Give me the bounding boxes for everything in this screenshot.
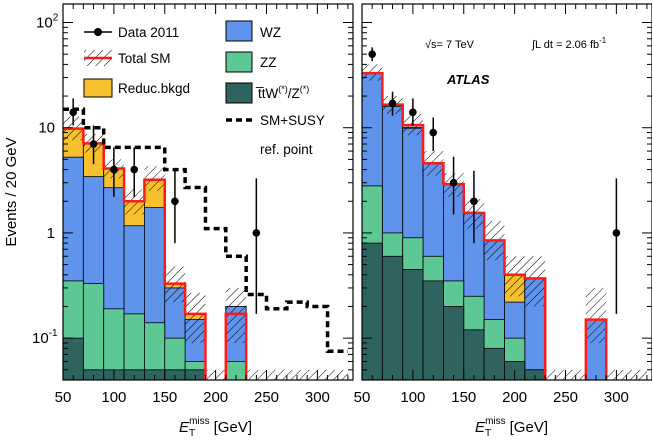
- right-data-point-3: [429, 128, 438, 137]
- right-x-tick-labels: 50 100 150 200 250 300: [354, 389, 629, 406]
- left-bar-t-tw-z--0: [63, 337, 84, 380]
- right-x-tick-label-5: 300: [604, 389, 629, 406]
- svg-text:t̅tW(*)/Z(*): t̅tW(*)/Z(*): [256, 84, 310, 101]
- right-x-axis-title: ETmiss [GeV]: [475, 416, 548, 439]
- left-data-point-2: [110, 165, 118, 174]
- legend-zz: ZZ: [225, 51, 277, 73]
- left-data-point-3: [130, 165, 139, 174]
- right-x-tick-label-2: 150: [451, 389, 476, 406]
- svg-text:Total SM: Total SM: [118, 51, 171, 66]
- legend-total-sm: Total SM: [84, 50, 171, 66]
- left-x-tick-label-0: 50: [55, 389, 72, 406]
- right-ticks: [361, 4, 652, 381]
- left-unc-band-8: [225, 287, 247, 343]
- right-data-points: [368, 47, 621, 314]
- right-total-sm-line: [362, 71, 608, 380]
- left-unc-band-9: [246, 369, 267, 380]
- right-frame: [361, 3, 652, 381]
- right-unc-band-10: [565, 369, 586, 380]
- left-x-tick-label-4: 250: [254, 389, 279, 406]
- legend-sm-susy: SM+SUSY: [226, 113, 325, 128]
- energy-annotation: √s= 7 TeV: [425, 39, 475, 51]
- left-sm-susy: [63, 107, 348, 354]
- left-unc-band-10: [266, 369, 287, 380]
- svg-text:SM+SUSY: SM+SUSY: [260, 113, 325, 128]
- legend: Data 2011 Total SM Reduc.bkgd WZ ZZ: [83, 20, 325, 157]
- right-unc-band-13: [626, 369, 647, 380]
- svg-text:Data 2011: Data 2011: [118, 25, 179, 40]
- right-unc-band-9: [545, 369, 566, 380]
- left-unc-band-6: [185, 292, 206, 343]
- left-data-points: [69, 98, 261, 314]
- y-tick-label-0: 102: [36, 13, 59, 32]
- svg-text:Reduc.bkgd: Reduc.bkgd: [118, 81, 190, 96]
- right-data-point-5: [470, 197, 478, 206]
- right-bar-t-tw-z--1: [381, 255, 404, 380]
- left-x-tick-label-2: 150: [152, 389, 177, 406]
- right-x-tick-label-1: 100: [400, 389, 425, 406]
- right-x-tick-label-3: 200: [502, 389, 527, 406]
- left-frame: [62, 3, 354, 381]
- right-unc-band-8: [524, 256, 546, 307]
- svg-text:WZ: WZ: [260, 25, 281, 40]
- right-bar-t-tw-z--0: [362, 242, 383, 380]
- right-x-tick-label-0: 50: [354, 389, 371, 406]
- left-data-point-1: [89, 140, 98, 148]
- right-plot-area: [362, 47, 647, 380]
- right-bar-t-tw-z--5: [463, 329, 485, 380]
- right-bar-t-tw-z--4: [443, 306, 465, 380]
- left-x-tick-label-3: 200: [203, 389, 228, 406]
- right-data-point-2: [409, 108, 417, 117]
- right-bar-t-tw-z--3: [422, 280, 444, 380]
- right-x-tick-label-4: 250: [553, 389, 578, 406]
- legend-ref-point: ref. point: [260, 142, 313, 157]
- left-data-point-0: [69, 108, 77, 117]
- left-bar-zz-2: [103, 308, 125, 380]
- left-ticks: [62, 4, 353, 381]
- left-x-tick-labels: 50 100 150 200 250 300: [55, 389, 330, 406]
- left-plot-area: [63, 98, 348, 380]
- right-bar-t-tw-z--2: [402, 269, 424, 380]
- svg-text:ZZ: ZZ: [260, 55, 277, 70]
- right-data-point-4: [449, 178, 458, 187]
- left-bar-zz-1: [82, 283, 105, 380]
- right-data-point-6: [612, 229, 621, 237]
- y-tick-label-1: 10: [38, 120, 55, 137]
- left-x-axis-title: ETmiss [GeV]: [179, 416, 252, 439]
- right-panel: 50 100 150 200 250 300 ETmiss [GeV] √s= 7 TeV …: [354, 3, 652, 439]
- legend-data: Data 2011: [84, 25, 179, 40]
- atlas-label: ATLAS: [446, 72, 490, 87]
- legend-reduc-bkgd: Reduc.bkgd: [83, 78, 190, 98]
- left-x-tick-label-5: 300: [305, 389, 330, 406]
- right-data-point-0: [368, 50, 376, 58]
- left-unc-band-11: [286, 369, 308, 380]
- left-data-point-5: [252, 229, 261, 237]
- y-tick-label-2: 1: [47, 225, 55, 242]
- right-unc-band-11: [585, 287, 607, 343]
- y-tick-label-3: 10-1: [32, 328, 58, 347]
- left-total-sm-line: [63, 127, 248, 380]
- left-data-point-4: [171, 197, 179, 206]
- lumi-annotation: ∫L dt = 2.06 fb-1: [531, 36, 607, 51]
- left-y-tick-labels: 102 10 1 10-1: [32, 13, 59, 348]
- left-total-sm: [63, 127, 248, 380]
- right-data-point-1: [388, 99, 397, 108]
- legend-ttv: t̅tW(*)/Z(*): [225, 82, 310, 104]
- left-panel: 50 100 150 200 250 300 102 10 1 10-1 Events / 20…: [3, 3, 354, 439]
- right-total-sm: [362, 71, 608, 380]
- left-unc-band-13: [327, 369, 348, 380]
- legend-wz: WZ: [225, 20, 281, 42]
- right-unc-band-7: [504, 256, 525, 297]
- left-sm-susy-line: [63, 107, 348, 354]
- y-axis-title: Events / 20 GeV: [3, 137, 20, 246]
- left-x-tick-label-1: 100: [101, 389, 126, 406]
